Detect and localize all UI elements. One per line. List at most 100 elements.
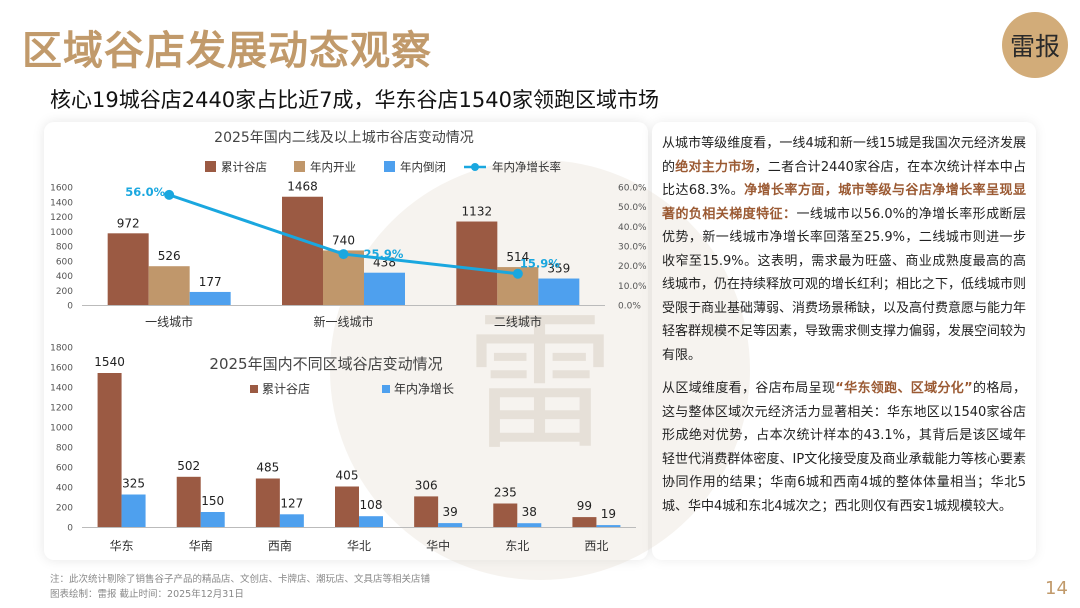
chart-title: 2025年国内不同区域谷店变动情况 <box>209 355 442 373</box>
y-tick-label: 0 <box>67 524 73 534</box>
page-subtitle: 核心19城谷店2440家占比近7成，华东谷店1540家领跑区域市场 <box>50 88 659 112</box>
analysis-paragraph-2: 从区域维度看，谷店布局呈现“华东领跑、区域分化”的格局，这与整体区域次元经济活力… <box>662 377 1026 518</box>
x-tick-label: 二线城市 <box>494 314 542 329</box>
y-tick-label: 1000 <box>50 424 73 434</box>
page-number: 14 <box>1045 578 1068 599</box>
body-text: 的格局，这与整体区域次元经济活力显著相关：华东地区以1540家谷店形成绝对优势，… <box>662 381 1026 514</box>
y2-tick-label: 50.0% <box>618 203 647 213</box>
bar <box>97 373 122 527</box>
bar-value-label: 405 <box>336 469 359 483</box>
bar <box>107 233 149 305</box>
bar-value-label: 1132 <box>462 205 493 219</box>
bar <box>121 494 146 527</box>
legend-label: 年内净增长 <box>394 382 454 396</box>
bar <box>517 523 542 527</box>
bar <box>596 525 621 527</box>
bar <box>189 291 231 305</box>
bar-value-label: 325 <box>122 477 145 491</box>
bar <box>282 196 323 305</box>
y-tick-label: 1600 <box>50 364 73 374</box>
highlight-text: 净增长率方面，城市等级与谷店净增长率呈现显著的负相关梯度特征： <box>662 183 1026 222</box>
y2-tick-label: 10.0% <box>618 282 647 292</box>
x-tick-label: 华南 <box>189 538 213 553</box>
bar-value-label: 306 <box>415 478 438 492</box>
bar-value-label: 235 <box>494 486 517 500</box>
rate-value-label: 15.9% <box>520 257 560 271</box>
y-tick-label: 1000 <box>50 228 73 238</box>
y-tick-label: 1200 <box>50 213 73 223</box>
highlight-text: “华东领跑、区域分化” <box>835 381 973 396</box>
footnote-source: 图表绘制：雷报 截止时间：2025年12月31日 <box>50 589 244 600</box>
rate-point <box>512 268 523 279</box>
y-tick-label: 1400 <box>50 384 73 394</box>
bar <box>255 478 280 527</box>
bar <box>148 266 190 305</box>
bar-value-label: 1540 <box>94 355 125 369</box>
body-text: 从区域维度看，谷店布局呈现 <box>662 381 836 396</box>
bar-value-label: 177 <box>199 275 222 289</box>
y-tick-label: 0 <box>67 302 73 312</box>
x-tick-label: 新一线城市 <box>313 314 373 329</box>
analysis-card <box>652 122 1036 560</box>
y-tick-label: 1400 <box>50 198 73 208</box>
bar-value-label: 972 <box>117 216 140 230</box>
bar-value-label: 740 <box>332 233 355 247</box>
y2-tick-label: 30.0% <box>618 243 647 253</box>
x-tick-label: 华中 <box>426 538 450 553</box>
y-tick-label: 200 <box>56 287 73 297</box>
bar-value-label: 514 <box>506 250 529 264</box>
footnote: 注：此次统计剔除了销售谷子产品的精品店、文创店、卡牌店、潮玩店、文具店等相关店铺… <box>50 572 430 602</box>
highlight-text: 绝对主力市场 <box>675 159 755 175</box>
legend-swatch <box>205 161 216 172</box>
bar-value-label: 1468 <box>287 180 318 194</box>
analysis-paragraph-1: 从城市等级维度看，一线4城和新一线15城是我国次元经济发展的绝对主力市场，二者合… <box>662 132 1026 367</box>
bar-value-label: 359 <box>547 262 570 276</box>
rate-value-label: 25.9% <box>364 247 404 261</box>
legend-swatch <box>294 161 305 172</box>
brand-logo: 雷报 <box>1002 12 1068 78</box>
bar-value-label: 150 <box>201 494 224 508</box>
body-text: ，二者合计2440家谷店，在本次统计样本中占比达68.3%。 <box>662 159 1026 199</box>
y2-tick-label: 20.0% <box>618 262 647 272</box>
bar-value-label: 19 <box>601 507 616 521</box>
bar-value-label: 526 <box>158 249 181 263</box>
bar <box>279 514 304 527</box>
bar <box>538 278 580 305</box>
legend-label: 年内净增长率 <box>492 160 561 174</box>
legend-swatch <box>384 161 395 172</box>
bar <box>364 272 405 305</box>
bar-value-label: 502 <box>177 459 200 473</box>
bar-value-label: 39 <box>443 505 458 519</box>
x-tick-label: 东北 <box>505 539 529 553</box>
bar <box>438 523 463 527</box>
rate-value-label: 56.0% <box>125 185 165 199</box>
bar-value-label: 108 <box>360 498 383 512</box>
chart-title: 2025年国内二线及以上城市谷店变动情况 <box>214 129 474 146</box>
y-tick-label: 600 <box>56 464 73 474</box>
footnote-note: 注：此次统计剔除了销售谷子产品的精品店、文创店、卡牌店、潮玩店、文具店等相关店铺 <box>50 574 431 585</box>
legend-label: 累计谷店 <box>221 160 267 174</box>
watermark: 雷 <box>330 160 750 580</box>
x-tick-label: 一线城市 <box>145 314 193 329</box>
legend-label: 年内倒闭 <box>400 160 446 174</box>
bar-value-label: 485 <box>256 461 279 475</box>
legend-label: 年内开业 <box>310 160 356 174</box>
bar-value-label: 127 <box>280 496 303 510</box>
body-text: 一线城市以56.0%的净增长率形成断层优势，新一线城市净增长率回落至25.9%，… <box>662 206 1027 363</box>
bar <box>335 486 359 527</box>
legend-marker <box>471 163 479 171</box>
x-tick-label: 西南 <box>268 538 292 553</box>
bar <box>359 516 383 527</box>
bar <box>456 221 498 305</box>
y-tick-label: 1800 <box>50 344 73 354</box>
rate-point <box>338 249 349 260</box>
legend-swatch <box>382 385 390 393</box>
x-tick-label: 华北 <box>347 539 371 553</box>
y-tick-label: 1600 <box>50 184 73 194</box>
bar <box>414 496 439 527</box>
analysis-text: 从城市等级维度看，一线4城和新一线15城是我国次元经济发展的绝对主力市场，二者合… <box>662 132 1026 528</box>
bar <box>572 517 597 527</box>
bar <box>176 476 201 527</box>
